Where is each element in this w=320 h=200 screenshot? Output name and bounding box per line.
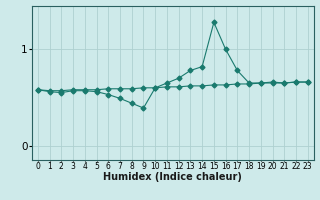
X-axis label: Humidex (Indice chaleur): Humidex (Indice chaleur)	[103, 172, 242, 182]
